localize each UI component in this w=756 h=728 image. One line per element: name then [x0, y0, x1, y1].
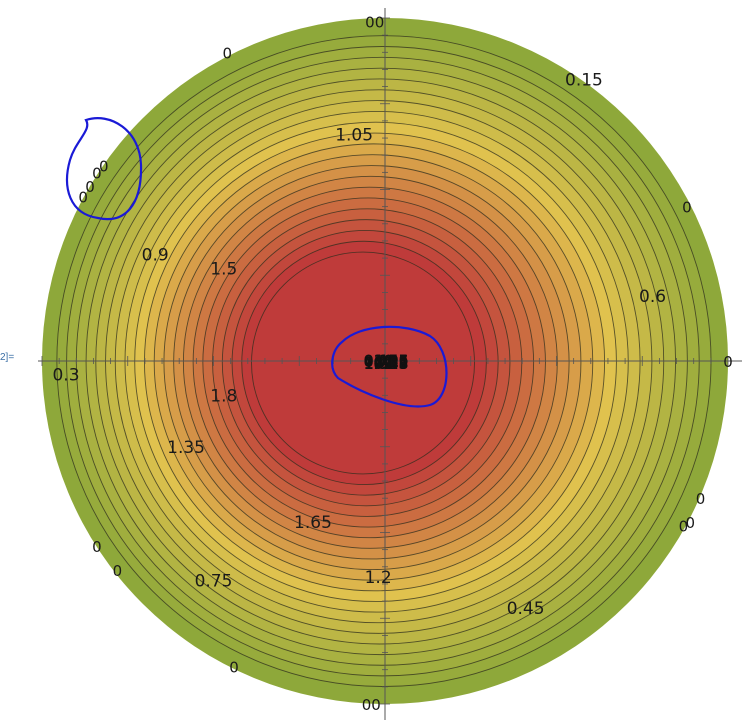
center-contour-label: 0.75	[364, 355, 399, 371]
contour-label: 1.5	[210, 259, 237, 279]
edge-label: 0	[679, 518, 689, 536]
contour-label: 0.6	[639, 287, 666, 307]
center-contour-label: 1.65	[374, 355, 409, 371]
edge-label: 0	[222, 44, 232, 62]
center-contour-label: 1.2	[384, 355, 409, 371]
contour-band	[251, 251, 475, 475]
edge-label: 0	[696, 490, 706, 508]
edge-label: 0	[113, 562, 123, 580]
edge-label: 0	[723, 353, 733, 371]
center-label-cluster: 0.150.30.450.60.750.91.051.21.351.51.651…	[364, 353, 409, 373]
center-contour-label: 0.15	[364, 353, 399, 369]
contour-label: 0.15	[565, 71, 603, 91]
cell-label: 2]=	[0, 352, 15, 363]
edge-label: 0	[229, 658, 239, 676]
annotation-circle	[66, 117, 143, 221]
edge-label: 0	[682, 199, 692, 217]
contour-label: 1.05	[335, 126, 373, 146]
axes	[38, 8, 742, 720]
contour-label: 0.9	[142, 246, 169, 266]
center-contour-label: 0.3	[374, 355, 399, 371]
annotation-circle	[331, 325, 448, 408]
edge-label: 0	[92, 538, 102, 556]
contour-label: 1.65	[294, 513, 332, 533]
contour-label: 1.35	[167, 438, 205, 458]
edge-label: 00	[362, 696, 381, 714]
center-contour-label: 1.5	[374, 353, 399, 369]
edge-label: 00	[365, 13, 384, 31]
center-contour-label: 1.8	[384, 357, 409, 373]
center-contour-label: 1.05	[374, 353, 409, 369]
contour-label: 0.3	[52, 366, 79, 386]
annotations	[66, 117, 448, 408]
contour-labels: 0.150.30.450.60.750.91.051.21.351.51.651…	[52, 71, 666, 619]
edge-label: 0	[78, 188, 88, 206]
contour-label: 1.2	[365, 568, 392, 588]
center-contour-label: 0.9	[374, 357, 399, 373]
edge-label: 0	[85, 178, 95, 196]
contour-label: 0.75	[195, 572, 233, 592]
edge-label: 0	[99, 157, 109, 175]
center-contour-label: 0.6	[384, 353, 409, 369]
contour-label: 0.45	[507, 599, 545, 619]
contour-label: 1.8	[210, 386, 237, 406]
edge-label: 0	[92, 164, 102, 182]
edge-label: 0	[685, 514, 695, 532]
center-contour-label: 0.45	[374, 357, 409, 373]
center-contour-label: 1.35	[364, 357, 399, 373]
